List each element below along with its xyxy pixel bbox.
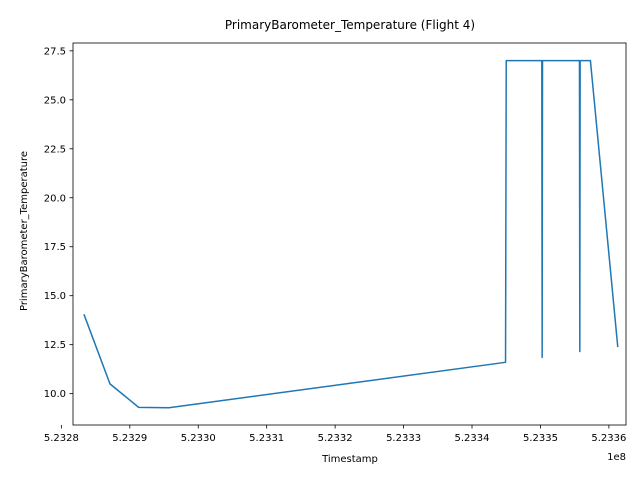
y-tick-label: 15.0 (44, 291, 66, 302)
x-tick-label: 5.2334 (455, 433, 490, 444)
y-tick-label: 25.0 (44, 95, 66, 106)
x-tick-label: 5.2328 (44, 433, 79, 444)
x-tick-label: 5.2332 (318, 433, 353, 444)
series-line (83, 59, 619, 409)
y-tick-label: 22.5 (44, 144, 66, 155)
series-layer (83, 59, 619, 409)
x-axis: 5.2328 5.2329 5.2330 5.2331 5.2332 5.2333 5.23… (44, 425, 626, 444)
y-tick-label: 10.0 (44, 389, 66, 400)
y-tick-label: 12.5 (44, 340, 66, 351)
y-tick-label: 20.0 (44, 193, 66, 204)
y-axis: 10.0 12.5 15.0 17.5 20.0 22.5 25.0 27.5 (44, 46, 73, 400)
y-tick-label: 27.5 (44, 46, 66, 57)
plot-area (72, 42, 627, 426)
x-tick-label: 5.2333 (386, 433, 421, 444)
x-axis-offset-label: 1e8 (607, 452, 626, 463)
x-axis-label: Timestamp (321, 454, 378, 465)
plot-frame (72, 42, 627, 426)
x-tick-label: 5.2329 (112, 433, 147, 444)
chart-title: PrimaryBarometer_Temperature (Flight 4) (225, 18, 475, 32)
y-axis-label: PrimaryBarometer_Temperature (19, 151, 30, 311)
x-tick-label: 5.2330 (181, 433, 216, 444)
y-tick-label: 17.5 (44, 242, 66, 253)
x-tick-label: 5.2336 (591, 433, 626, 444)
x-tick-label: 5.2331 (249, 433, 284, 444)
x-tick-label: 5.2335 (523, 433, 558, 444)
